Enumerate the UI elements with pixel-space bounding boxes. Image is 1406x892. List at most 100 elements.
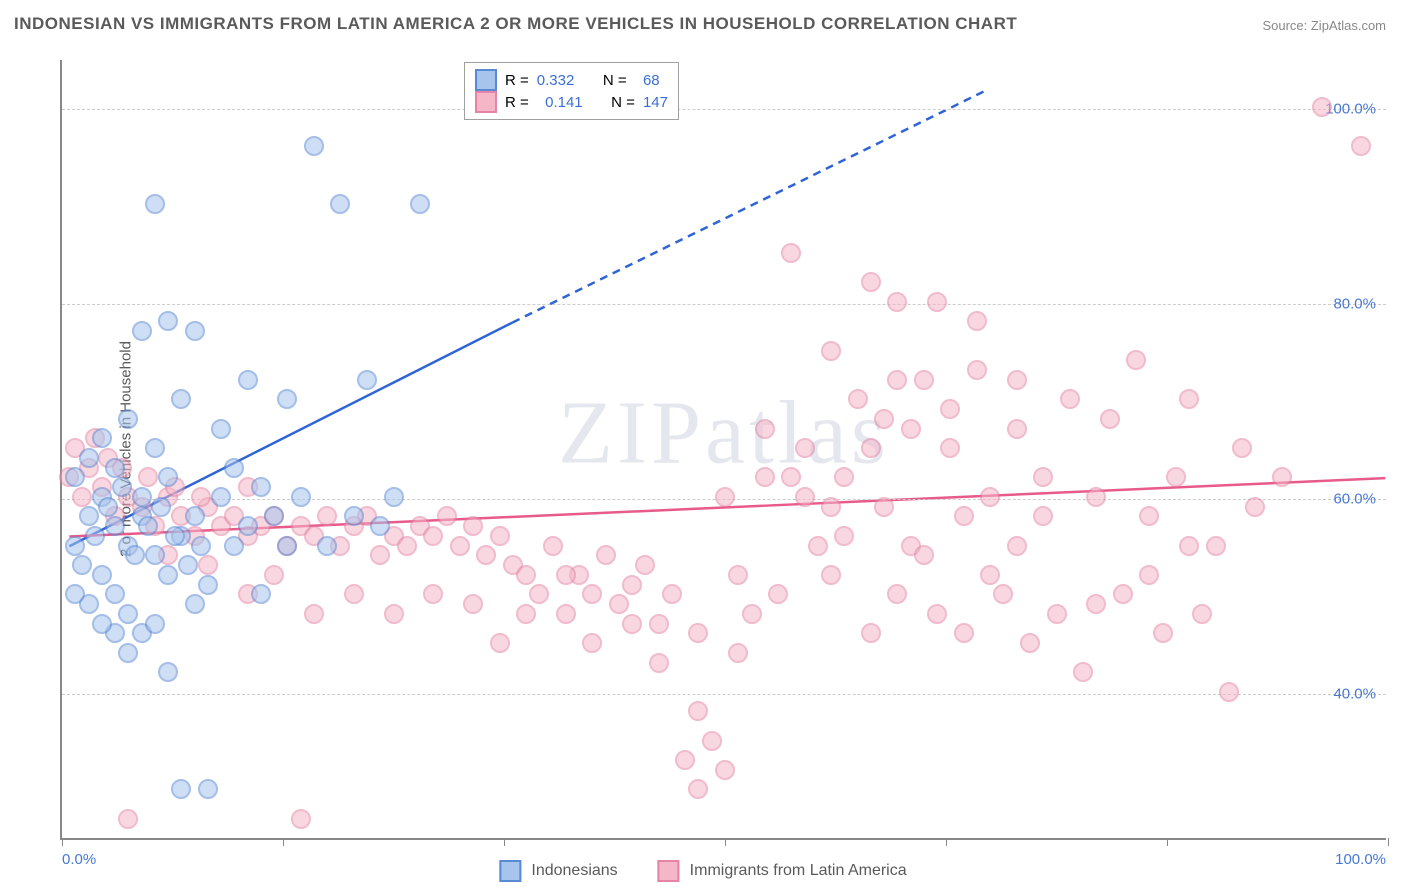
scatter-point-pink	[993, 584, 1013, 604]
legend-stats-row-pink: R = 0.141 N = 147	[475, 91, 668, 113]
scatter-point-pink	[755, 419, 775, 439]
scatter-point-pink	[370, 545, 390, 565]
scatter-point-blue	[251, 477, 271, 497]
scatter-point-pink	[715, 760, 735, 780]
scatter-point-pink	[1047, 604, 1067, 624]
scatter-point-blue	[238, 516, 258, 536]
legend-swatch-blue	[475, 69, 497, 91]
scatter-point-blue	[125, 545, 145, 565]
scatter-point-pink	[861, 623, 881, 643]
scatter-point-pink	[927, 604, 947, 624]
y-tick-label: 40.0%	[1333, 685, 1376, 702]
x-tick	[946, 838, 947, 846]
scatter-point-blue	[118, 409, 138, 429]
scatter-point-blue	[185, 594, 205, 614]
scatter-point-blue	[132, 321, 152, 341]
scatter-point-blue	[264, 506, 284, 526]
scatter-point-pink	[848, 389, 868, 409]
scatter-point-blue	[92, 614, 112, 634]
legend-stats-row-blue: R = 0.332 N = 68	[475, 69, 668, 91]
scatter-point-pink	[1020, 633, 1040, 653]
scatter-point-pink	[887, 370, 907, 390]
scatter-point-blue	[238, 370, 258, 390]
scatter-point-blue	[151, 497, 171, 517]
scatter-point-blue	[224, 536, 244, 556]
scatter-point-pink	[781, 243, 801, 263]
x-tick	[1388, 838, 1389, 846]
x-tick	[1167, 838, 1168, 846]
scatter-point-pink	[1007, 536, 1027, 556]
scatter-point-blue	[191, 536, 211, 556]
scatter-point-blue	[79, 506, 99, 526]
legend-item-blue: Indonesians	[499, 860, 617, 882]
scatter-point-blue	[291, 487, 311, 507]
scatter-point-pink	[291, 809, 311, 829]
x-label-min: 0.0%	[62, 851, 96, 868]
scatter-point-pink	[728, 565, 748, 585]
legend-swatch-pink-icon	[658, 860, 680, 882]
scatter-point-pink	[635, 555, 655, 575]
scatter-point-pink	[118, 809, 138, 829]
scatter-point-pink	[529, 584, 549, 604]
scatter-point-blue	[317, 536, 337, 556]
scatter-point-pink	[980, 565, 1000, 585]
scatter-point-pink	[649, 653, 669, 673]
scatter-point-pink	[688, 623, 708, 643]
scatter-point-pink	[198, 555, 218, 575]
scatter-point-pink	[463, 594, 483, 614]
scatter-point-pink	[423, 584, 443, 604]
scatter-point-pink	[715, 487, 735, 507]
scatter-point-blue	[224, 458, 244, 478]
scatter-point-blue	[370, 516, 390, 536]
scatter-point-blue	[98, 497, 118, 517]
scatter-point-blue	[211, 419, 231, 439]
scatter-point-blue	[211, 487, 231, 507]
scatter-point-pink	[728, 643, 748, 663]
scatter-point-pink	[927, 292, 947, 312]
scatter-point-pink	[821, 565, 841, 585]
scatter-point-pink	[1033, 467, 1053, 487]
scatter-point-pink	[609, 594, 629, 614]
scatter-point-pink	[556, 565, 576, 585]
x-tick	[504, 838, 505, 846]
r-label: R =	[505, 94, 529, 111]
scatter-point-blue	[171, 389, 191, 409]
source-attribution: Source: ZipAtlas.com	[1262, 18, 1386, 33]
r-value-blue: 0.332	[537, 72, 575, 89]
scatter-point-blue	[105, 516, 125, 536]
scatter-point-pink	[662, 584, 682, 604]
n-label: N =	[603, 72, 627, 89]
scatter-point-pink	[702, 731, 722, 751]
scatter-point-blue	[65, 536, 85, 556]
scatter-point-pink	[1179, 389, 1199, 409]
x-label-max: 100.0%	[1335, 851, 1386, 868]
scatter-point-pink	[768, 584, 788, 604]
scatter-point-pink	[1272, 467, 1292, 487]
r-label: R =	[505, 72, 529, 89]
scatter-point-pink	[622, 575, 642, 595]
scatter-point-pink	[397, 536, 417, 556]
legend-swatch-pink	[475, 91, 497, 113]
scatter-point-pink	[914, 370, 934, 390]
scatter-point-pink	[72, 487, 92, 507]
legend-bottom: Indonesians Immigrants from Latin Americ…	[499, 860, 906, 882]
scatter-point-blue	[65, 584, 85, 604]
scatter-point-pink	[688, 779, 708, 799]
scatter-point-blue	[277, 389, 297, 409]
scatter-point-pink	[901, 419, 921, 439]
scatter-point-pink	[1113, 584, 1133, 604]
scatter-point-blue	[145, 614, 165, 634]
scatter-point-pink	[543, 536, 563, 556]
scatter-point-pink	[1312, 97, 1332, 117]
scatter-point-blue	[72, 555, 92, 575]
n-value-blue: 68	[635, 72, 660, 89]
x-tick	[725, 838, 726, 846]
gridline	[62, 304, 1386, 305]
legend-label-blue: Indonesians	[531, 862, 617, 880]
legend-label-pink: Immigrants from Latin America	[690, 862, 907, 880]
scatter-point-blue	[251, 584, 271, 604]
scatter-point-pink	[582, 584, 602, 604]
scatter-point-pink	[834, 467, 854, 487]
scatter-point-blue	[145, 545, 165, 565]
scatter-point-pink	[834, 526, 854, 546]
